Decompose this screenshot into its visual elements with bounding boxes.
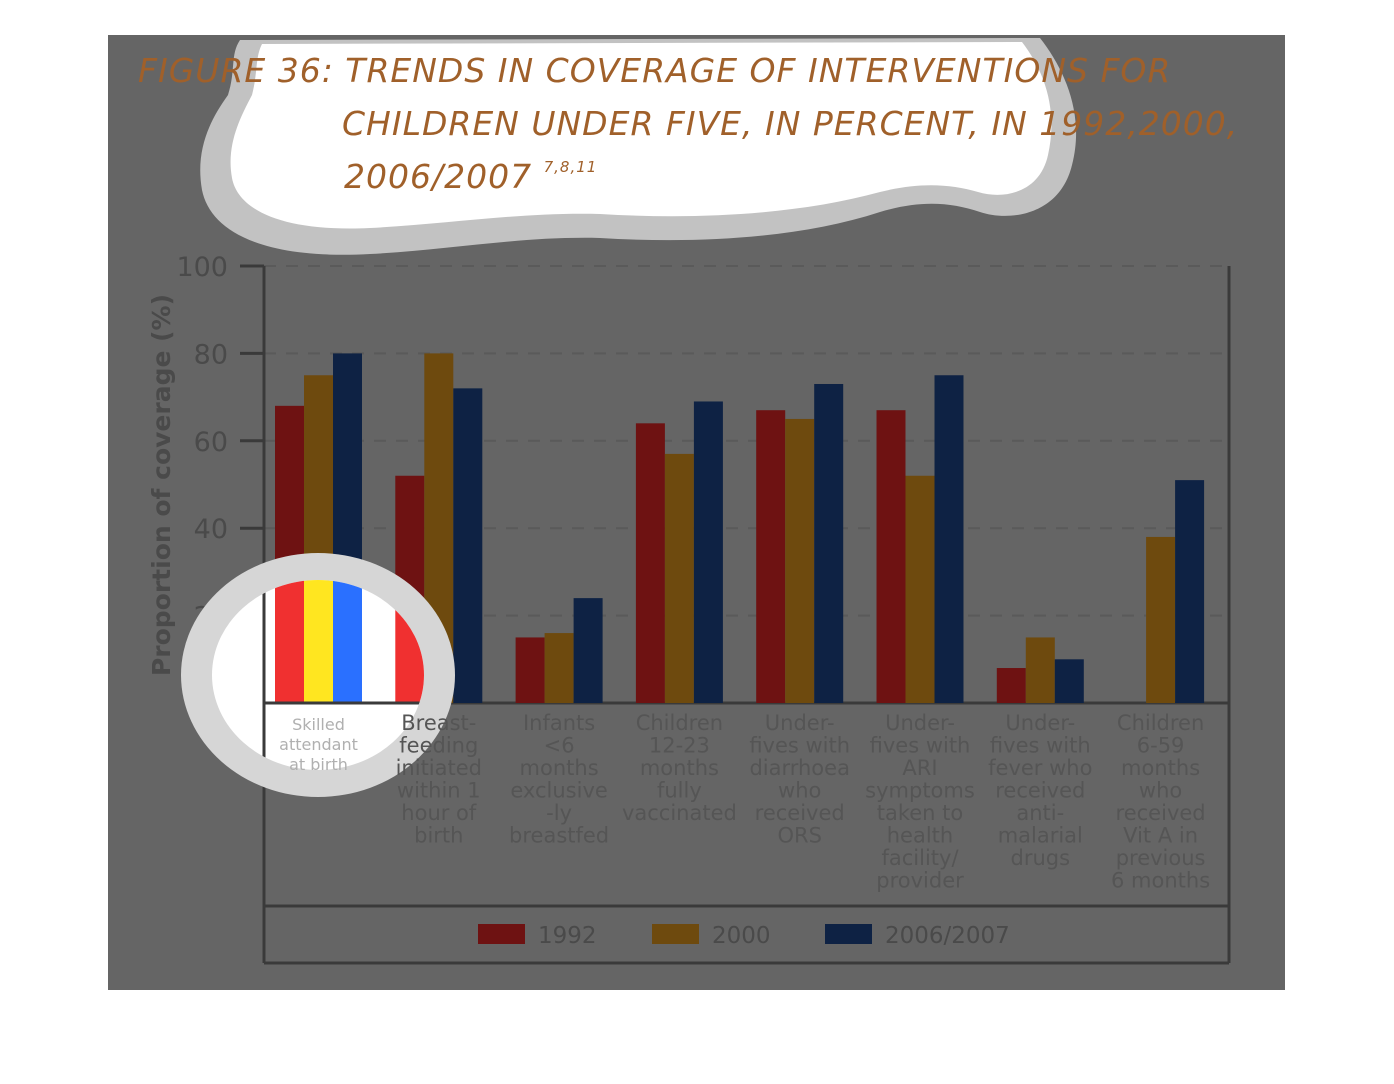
category-label-line: Under-	[885, 711, 955, 735]
category-label-line: feeding	[399, 734, 478, 758]
category-label-line: months	[520, 756, 599, 780]
bar	[814, 383, 844, 703]
category-label-line: health	[887, 824, 953, 848]
bar	[573, 598, 603, 703]
category-label: Breast-feeding initiated within 1 hour of bi…	[396, 711, 482, 848]
legend-label: 2006/2007	[885, 923, 1010, 949]
bar	[905, 475, 935, 703]
legend-swatch	[652, 924, 699, 944]
category-label-line: hour of	[401, 801, 477, 825]
category-label-line: received	[1116, 801, 1206, 825]
bar	[664, 453, 694, 703]
y-tick-label: 60	[194, 427, 228, 458]
y-axis-label: Proportion of coverage (%)	[147, 294, 176, 676]
category-labels: Skilled attendant at birth Breast-feeding in…	[279, 711, 1210, 893]
category-label: Children 6-59 months who received Vit A in pre…	[1111, 711, 1210, 893]
category-label: Under-fives with diarrhoea who received ORS	[749, 711, 850, 848]
category-label-line: breastfed	[509, 824, 609, 848]
bar	[785, 418, 815, 703]
category-label-line: drugs	[1011, 846, 1071, 870]
category-label-line: previous	[1116, 846, 1206, 870]
category-label-line: attendant	[279, 735, 358, 754]
category-label-line: fives with	[870, 734, 971, 758]
category-label-line: who	[1139, 779, 1182, 803]
category-label-line: Under-	[765, 711, 835, 735]
figure-title-superscript: 7,8,11	[544, 158, 598, 176]
category-label-line: <6	[544, 734, 575, 758]
figure-title-line-1: FIGURE 36: TRENDS IN COVERAGE OF INTERVE…	[138, 51, 1171, 90]
category-label: Under-fives with ARI symptoms taken to healt…	[865, 711, 975, 893]
category-label-line: within 1	[397, 779, 481, 803]
category-label: Skilled attendant at birth	[279, 715, 358, 774]
bar	[934, 375, 964, 703]
bar	[1025, 637, 1055, 703]
category-label-line: provider	[876, 869, 964, 893]
category-label-line: fully	[657, 779, 702, 803]
category-label-line: -ly	[546, 801, 572, 825]
bar	[1146, 536, 1176, 703]
figure-title-line-3-text: 2006/2007	[344, 157, 532, 196]
category-label-line: 12-23	[649, 734, 710, 758]
category-label-line: Children	[636, 711, 723, 735]
bar	[544, 633, 574, 703]
category-label: Infants <6 months exclusive -ly breastfed	[509, 711, 609, 848]
legend-label: 1992	[538, 923, 597, 949]
category-label-line: received	[995, 779, 1085, 803]
category-label-line: 6-59	[1137, 734, 1185, 758]
y-tick-label: 40	[194, 514, 228, 545]
category-label-line: malarial	[998, 824, 1083, 848]
chart-legend: 1992 2000 2006/2007	[478, 923, 1010, 949]
category-label-line: ORS	[777, 824, 821, 848]
legend-swatch	[478, 924, 525, 944]
category-label-line: Under-	[1005, 711, 1075, 735]
legend-label: 2000	[712, 923, 771, 949]
category-label-line: Infants	[523, 711, 595, 735]
figure-title-line-3: 2006/2007 7,8,11	[344, 157, 597, 196]
category-label-line: received	[755, 801, 845, 825]
category-label-line: taken to	[877, 801, 964, 825]
category-label-line: initiated	[396, 756, 482, 780]
category-label-line: vaccinated	[622, 801, 737, 825]
category-label-line: months	[640, 756, 719, 780]
category-label: Children 12-23 months fully vaccinated	[622, 711, 737, 825]
category-label-line: Vit A in	[1123, 824, 1198, 848]
category-label-line: diarrhoea	[749, 756, 850, 780]
bar-highlight	[275, 580, 304, 703]
category-label-line: birth	[414, 824, 463, 848]
category-label-line: at birth	[289, 755, 348, 774]
title-cloud-inner	[230, 42, 1052, 229]
category-label-line: Breast-	[401, 711, 476, 735]
bar-highlight	[304, 580, 333, 703]
legend-swatch	[825, 924, 872, 944]
bar	[693, 401, 723, 703]
figure-title-line-2: CHILDREN UNDER FIVE, IN PERCENT, IN 1992…	[342, 104, 1238, 143]
bar-highlight	[333, 580, 362, 703]
bar	[1054, 659, 1084, 703]
y-tick-label: 100	[176, 252, 228, 283]
category-label-line: fever who	[988, 756, 1092, 780]
category-label-line: Skilled	[292, 715, 345, 734]
bar	[876, 410, 906, 703]
category-label-line: months	[1121, 756, 1200, 780]
category-label: Under-fives with fever who received anti-ma…	[988, 711, 1092, 870]
category-label-line: anti-	[1016, 801, 1064, 825]
category-label-line: fives with	[990, 734, 1091, 758]
category-label-line: who	[778, 779, 821, 803]
category-label-line: exclusive	[510, 779, 607, 803]
bar	[756, 410, 786, 703]
category-label-line: facility/	[881, 846, 959, 870]
bar	[635, 423, 665, 703]
category-label-line: ARI	[902, 756, 937, 780]
category-label-line: Children	[1117, 711, 1204, 735]
category-label-line: fives with	[749, 734, 850, 758]
category-label-line: 6 months	[1111, 869, 1210, 893]
bar	[515, 637, 545, 703]
bar	[996, 668, 1026, 703]
bar	[453, 388, 483, 703]
bar	[1175, 480, 1205, 703]
category-label-line: symptoms	[865, 779, 975, 803]
y-tick-label: 80	[194, 339, 228, 370]
